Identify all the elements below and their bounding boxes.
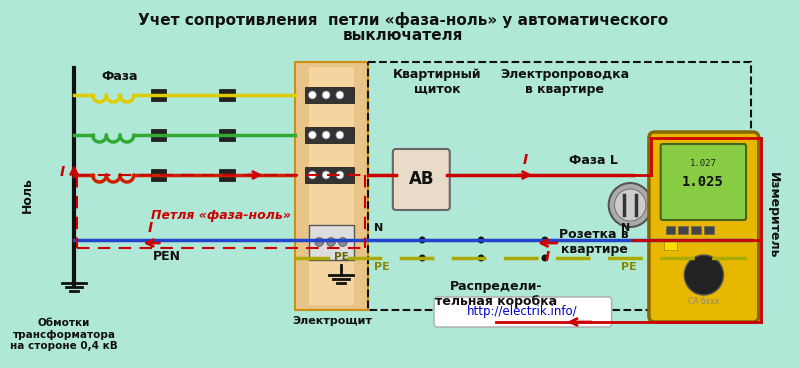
Circle shape	[326, 237, 335, 247]
Bar	[310, 67, 354, 305]
Bar	[150, 89, 166, 101]
FancyBboxPatch shape	[434, 297, 612, 327]
Text: Учет сопротивления  петли «фаза-ноль» у автоматического: Учет сопротивления петли «фаза-ноль» у а…	[138, 12, 668, 28]
Bar	[219, 89, 235, 101]
Bar	[666, 226, 675, 234]
Text: 1.027: 1.027	[690, 159, 716, 167]
Text: Фаза L: Фаза L	[570, 154, 618, 167]
Text: N: N	[622, 223, 630, 233]
FancyBboxPatch shape	[649, 132, 758, 322]
Circle shape	[542, 255, 548, 262]
Bar	[305, 167, 354, 183]
Text: Фаза: Фаза	[102, 70, 138, 83]
Circle shape	[419, 237, 426, 244]
Bar	[368, 62, 751, 310]
Bar	[219, 129, 235, 141]
Bar	[310, 225, 354, 260]
Circle shape	[478, 255, 485, 262]
Circle shape	[419, 255, 426, 262]
Bar	[294, 62, 368, 310]
Text: PE: PE	[622, 262, 637, 272]
Bar	[305, 127, 354, 143]
Text: N: N	[374, 223, 383, 233]
Text: I: I	[522, 153, 528, 167]
Circle shape	[309, 131, 316, 139]
Circle shape	[322, 131, 330, 139]
Bar	[219, 169, 235, 181]
Text: Петля «фаза-ноль»: Петля «фаза-ноль»	[151, 209, 291, 222]
Bar	[691, 226, 701, 234]
Text: 1.025: 1.025	[682, 175, 724, 189]
Circle shape	[542, 237, 548, 244]
Text: АВ: АВ	[409, 170, 434, 188]
Circle shape	[609, 183, 652, 227]
Circle shape	[309, 91, 316, 99]
Text: Розетка в
квартире: Розетка в квартире	[559, 228, 629, 256]
Bar	[678, 226, 688, 234]
Text: Электропроводка
в квартире: Электропроводка в квартире	[500, 68, 629, 96]
Circle shape	[614, 189, 646, 221]
Text: Квартирный
щиток: Квартирный щиток	[393, 68, 482, 96]
Text: PE: PE	[334, 252, 350, 262]
Circle shape	[336, 171, 344, 179]
Circle shape	[336, 131, 344, 139]
Bar	[704, 226, 714, 234]
Circle shape	[309, 171, 316, 179]
FancyBboxPatch shape	[393, 149, 450, 210]
Circle shape	[684, 255, 723, 295]
Circle shape	[478, 237, 485, 244]
Text: Измеритель: Измеритель	[767, 172, 780, 258]
FancyBboxPatch shape	[661, 144, 746, 220]
Text: I: I	[60, 165, 65, 179]
Text: I: I	[544, 250, 550, 264]
Bar	[305, 87, 354, 103]
Text: I: I	[148, 221, 153, 235]
Text: Обмотки
трансформатора
на стороне 0,4 кВ: Обмотки трансформатора на стороне 0,4 кВ	[10, 318, 118, 351]
Text: Ноль: Ноль	[20, 177, 34, 213]
Text: PEN: PEN	[153, 250, 181, 263]
Circle shape	[315, 237, 324, 247]
Text: CA 6xxx: CA 6xxx	[688, 297, 719, 307]
Bar	[664, 240, 678, 250]
Text: выключателя: выключателя	[342, 28, 463, 43]
Text: PE: PE	[374, 262, 390, 272]
Circle shape	[338, 237, 347, 247]
Circle shape	[322, 91, 330, 99]
Text: Электрощит: Электрощит	[292, 316, 372, 326]
Circle shape	[322, 171, 330, 179]
Circle shape	[336, 91, 344, 99]
Bar	[150, 169, 166, 181]
Bar	[150, 129, 166, 141]
Text: Распредели-
тельная коробка: Распредели- тельная коробка	[434, 280, 557, 308]
Text: http://electrik.info/: http://electrik.info/	[467, 305, 578, 318]
